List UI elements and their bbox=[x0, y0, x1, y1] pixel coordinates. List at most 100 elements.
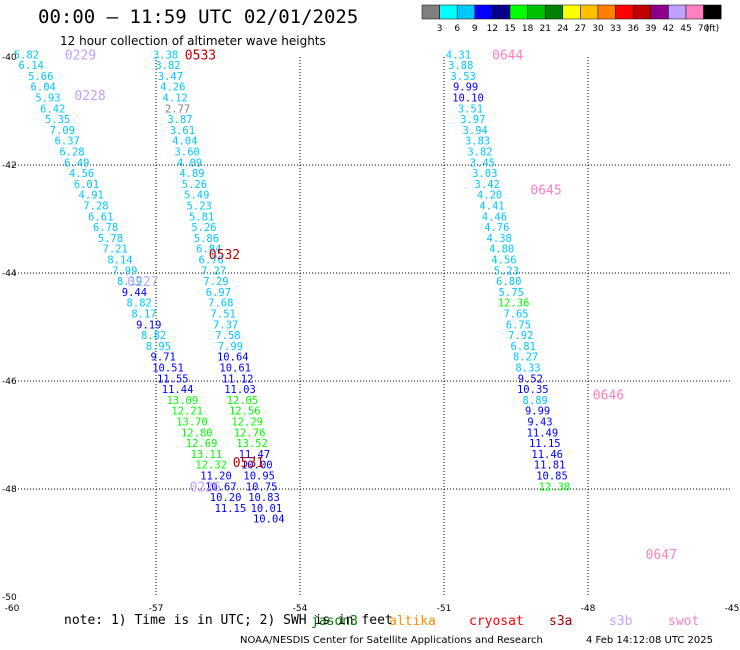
colorbar-tick-label: 42 bbox=[663, 24, 674, 34]
data-point: 7.65 bbox=[503, 309, 528, 321]
time-label: 0533 bbox=[185, 48, 216, 63]
data-point: 11.46 bbox=[531, 449, 563, 461]
colorbar-tick-label: 39 bbox=[645, 24, 657, 34]
data-point: 6.84 bbox=[196, 244, 221, 256]
data-point: 4.26 bbox=[160, 82, 185, 94]
data-point: 12.38 bbox=[539, 481, 571, 493]
data-point: 10.64 bbox=[217, 352, 249, 364]
data-point: 9.99 bbox=[453, 82, 478, 94]
data-point: 3.38 bbox=[153, 49, 178, 61]
x-tick-label: -51 bbox=[437, 604, 452, 614]
time-label: 0531 bbox=[233, 456, 264, 471]
data-point: 13.52 bbox=[236, 438, 268, 450]
data-point: 5.35 bbox=[45, 114, 70, 126]
chart-title: 00:00 – 11:59 UTC 02/01/2025 bbox=[38, 6, 359, 28]
colorbar-swatch bbox=[474, 4, 493, 20]
data-point: 13.70 bbox=[176, 417, 208, 429]
x-tick-label: -48 bbox=[581, 604, 596, 614]
data-point: 12.76 bbox=[234, 427, 266, 439]
data-point: 12.29 bbox=[231, 417, 263, 429]
data-point: 7.21 bbox=[103, 244, 128, 256]
data-point: 6.42 bbox=[40, 103, 65, 115]
data-point: 11.47 bbox=[239, 449, 271, 461]
time-label: 0532 bbox=[209, 248, 240, 263]
data-point: 6.97 bbox=[206, 287, 231, 299]
data-point: 6.78 bbox=[93, 222, 118, 234]
data-point: 9.19 bbox=[136, 319, 161, 331]
data-point: 12.56 bbox=[229, 406, 261, 418]
data-point: 5.75 bbox=[499, 287, 524, 299]
data-point: 8.82 bbox=[127, 298, 152, 310]
time-label: 0227 bbox=[127, 275, 158, 290]
satellite-legend-jason3: jason3 bbox=[311, 614, 358, 629]
data-point: 4.31 bbox=[446, 49, 471, 61]
data-point: 7.27 bbox=[201, 265, 226, 277]
chart-subtitle: 12 hour collection of altimeter wave hei… bbox=[60, 34, 326, 48]
data-point: 8.17 bbox=[131, 309, 156, 321]
y-tick-label: -46 bbox=[2, 377, 17, 387]
data-point: 7.28 bbox=[83, 201, 108, 213]
data-point: 8.95 bbox=[146, 341, 171, 353]
colorbar-swatch bbox=[562, 4, 581, 20]
colorbar-tick-label: 33 bbox=[610, 24, 621, 34]
data-point: 13.09 bbox=[167, 395, 199, 407]
data-point: 6.61 bbox=[88, 211, 113, 223]
data-point: 5.82 bbox=[14, 49, 39, 61]
data-point: 11.20 bbox=[200, 471, 232, 483]
colorbar-tick-label: 3 bbox=[437, 24, 443, 34]
data-point: 3.03 bbox=[472, 168, 497, 180]
colorbar-swatch bbox=[580, 4, 599, 20]
data-point: 10.10 bbox=[452, 93, 484, 105]
data-point: 4.76 bbox=[484, 222, 509, 234]
data-point: 10.67 bbox=[205, 481, 237, 493]
data-point: 10.61 bbox=[219, 363, 251, 375]
data-point: 10.20 bbox=[210, 492, 242, 504]
data-point: 4.41 bbox=[479, 201, 504, 213]
data-point: 3.42 bbox=[475, 179, 500, 191]
data-point: 5.66 bbox=[28, 71, 53, 83]
colorbar-tick-label: 15 bbox=[504, 24, 515, 34]
data-point: 8.27 bbox=[513, 352, 538, 364]
data-point: 4.80 bbox=[489, 244, 514, 256]
data-point: 10.35 bbox=[517, 384, 549, 396]
data-point: 2.77 bbox=[165, 103, 190, 115]
colorbar-swatch bbox=[615, 4, 634, 20]
data-point: 3.82 bbox=[467, 147, 492, 159]
data-point: 3.51 bbox=[458, 103, 483, 115]
data-point: 4.46 bbox=[482, 211, 507, 223]
data-point: 4.56 bbox=[491, 255, 516, 267]
y-tick-label: -48 bbox=[2, 485, 17, 495]
data-point: 12.05 bbox=[227, 395, 259, 407]
data-point: 7.58 bbox=[215, 330, 240, 342]
colorbar-tick-label: 24 bbox=[557, 24, 569, 34]
data-point: 6.04 bbox=[31, 82, 56, 94]
colorbar-tick-label: 21 bbox=[539, 24, 550, 34]
data-point: 6.14 bbox=[19, 60, 44, 72]
data-point: 5.23 bbox=[494, 265, 519, 277]
colorbar-swatch bbox=[439, 4, 458, 20]
data-point: 3.88 bbox=[448, 60, 473, 72]
satellite-legend-s3a: s3a bbox=[549, 614, 572, 629]
data-point: 10.95 bbox=[243, 471, 275, 483]
time-label: 0646 bbox=[593, 389, 624, 404]
data-point: 5.26 bbox=[182, 179, 207, 191]
x-tick-label: -60 bbox=[5, 604, 20, 614]
data-point: 5.93 bbox=[35, 93, 60, 105]
x-tick-label: -45 bbox=[725, 604, 740, 614]
data-point: 8.14 bbox=[107, 255, 132, 267]
data-point: 11.44 bbox=[162, 384, 194, 396]
colorbar-swatch bbox=[597, 4, 616, 20]
data-point: 3.82 bbox=[155, 60, 180, 72]
data-point: 12.36 bbox=[498, 298, 530, 310]
colorbar-swatch bbox=[544, 4, 564, 20]
data-point: 11.03 bbox=[224, 384, 256, 396]
data-point: 5.78 bbox=[98, 233, 123, 245]
data-point: 4.09 bbox=[177, 157, 202, 169]
colorbar-tick-label: 18 bbox=[522, 24, 534, 34]
data-point: 4.20 bbox=[477, 190, 502, 202]
colorbar-swatch bbox=[650, 4, 669, 20]
colorbar-tick-label: 36 bbox=[627, 24, 639, 34]
data-point: 6.49 bbox=[64, 157, 89, 169]
data-point: 5.23 bbox=[187, 201, 212, 213]
data-point: 9.52 bbox=[518, 373, 543, 385]
